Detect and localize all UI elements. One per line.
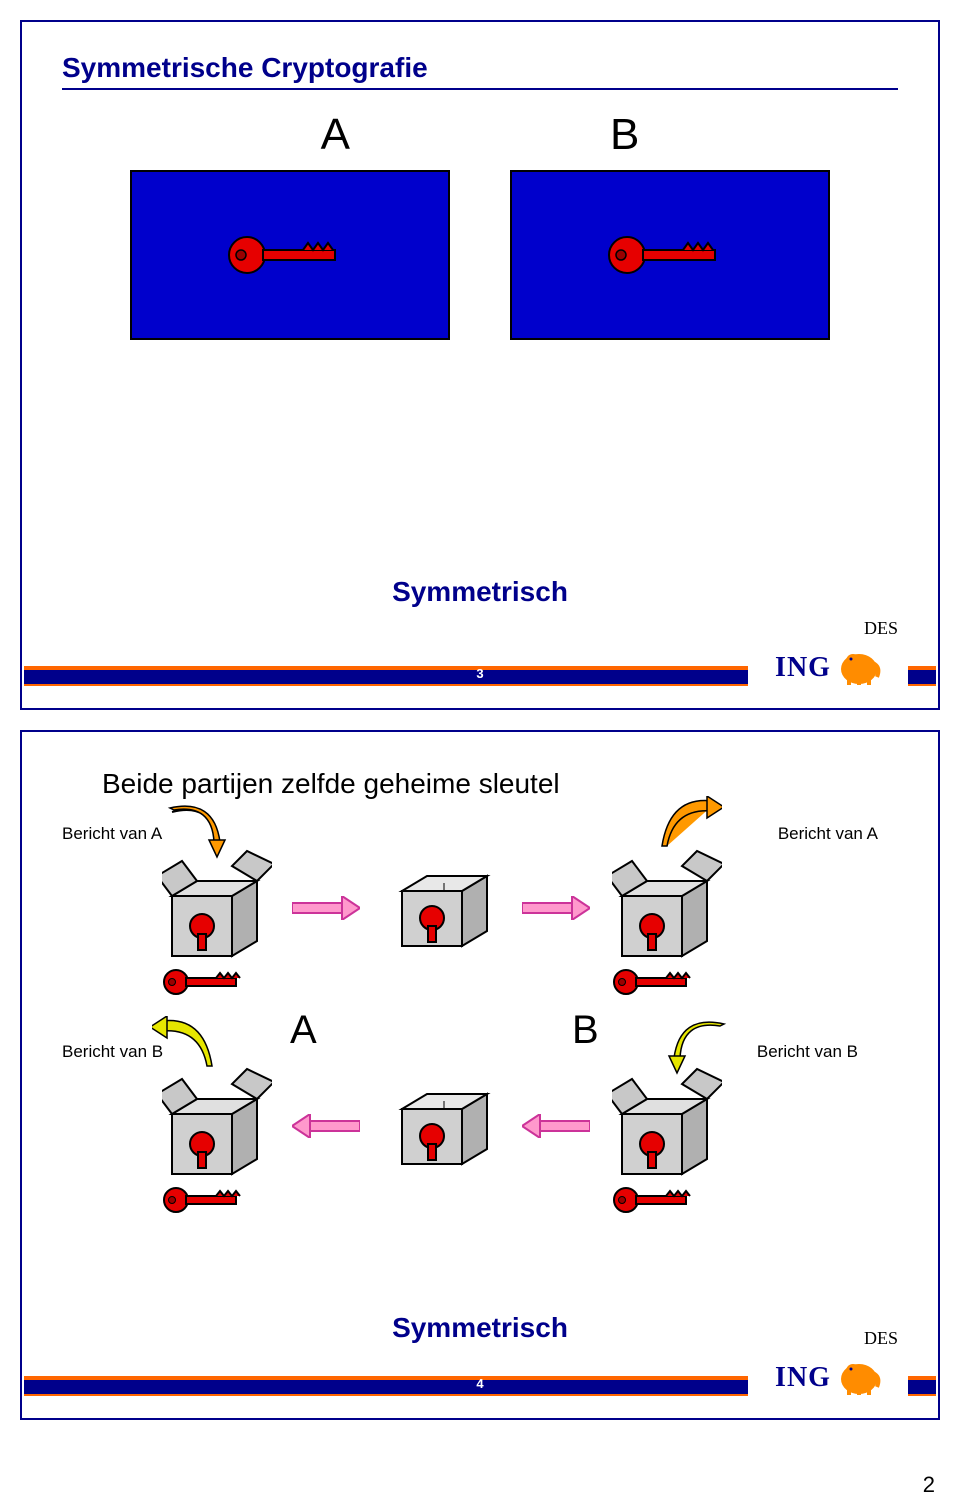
open-box-right-2 bbox=[612, 1064, 722, 1174]
arrow-left-icon bbox=[522, 1114, 590, 1138]
label-b: B bbox=[610, 110, 639, 160]
open-box-left bbox=[162, 846, 272, 956]
slide-2-subtitle: Symmetrisch bbox=[22, 1312, 938, 1344]
msg-b-right: Bericht van B bbox=[757, 1042, 858, 1062]
footer-band: DES 4 ING bbox=[22, 1356, 938, 1400]
closed-box-mid bbox=[392, 846, 502, 956]
label-a: A bbox=[321, 110, 350, 160]
key-panels-row bbox=[62, 170, 898, 340]
flow-row-b: Bericht van B Bericht van B A B bbox=[62, 1014, 898, 1204]
arrow-right-icon bbox=[522, 896, 590, 920]
key-b-row1 bbox=[612, 966, 702, 998]
panel-a bbox=[130, 170, 450, 340]
open-box-left-2 bbox=[162, 1064, 272, 1174]
page-number: 2 bbox=[923, 1472, 935, 1498]
key-icon bbox=[605, 230, 735, 280]
msg-a-left: Bericht van A bbox=[62, 824, 162, 844]
open-box-right bbox=[612, 846, 722, 956]
key-b-row2 bbox=[612, 1184, 702, 1216]
slide-1-content: Symmetrische Cryptografie A B bbox=[22, 22, 938, 708]
lion-icon bbox=[837, 1359, 881, 1397]
ing-logo: ING bbox=[748, 1350, 908, 1406]
slide-2-heading: Beide partijen zelfde geheime sleutel bbox=[102, 768, 898, 800]
ab-labels-row: A B bbox=[62, 110, 898, 160]
key-a-row2 bbox=[162, 1184, 252, 1216]
ing-logo-text: ING bbox=[775, 1362, 831, 1394]
slide-1-subtitle: Symmetrisch bbox=[22, 576, 938, 608]
algo-label: DES bbox=[864, 1328, 898, 1349]
slide-number: 3 bbox=[476, 666, 483, 681]
flow-row-a: Bericht van A Bericht van A bbox=[62, 806, 898, 996]
ing-logo-text: ING bbox=[775, 652, 831, 684]
slide-2: Beide partijen zelfde geheime sleutel Be… bbox=[20, 730, 940, 1420]
msg-b-left: Bericht van B bbox=[62, 1042, 163, 1062]
slide-1-title: Symmetrische Cryptografie bbox=[62, 52, 898, 90]
footer-band: DES 3 ING bbox=[22, 646, 938, 690]
arrow-left-icon bbox=[292, 1114, 360, 1138]
ing-logo: ING bbox=[748, 640, 908, 696]
key-a-row1 bbox=[162, 966, 252, 998]
lion-icon bbox=[837, 649, 881, 687]
key-icon bbox=[225, 230, 355, 280]
arrow-right-icon bbox=[292, 896, 360, 920]
big-label-b: B bbox=[572, 1008, 599, 1053]
slide-1: Symmetrische Cryptografie A B bbox=[20, 20, 940, 710]
closed-box-mid-2 bbox=[392, 1064, 502, 1174]
algo-label: DES bbox=[864, 618, 898, 639]
msg-a-right: Bericht van A bbox=[778, 824, 878, 844]
slide-2-content: Beide partijen zelfde geheime sleutel Be… bbox=[22, 732, 938, 1418]
slide-number: 4 bbox=[476, 1376, 483, 1391]
big-label-a: A bbox=[290, 1008, 317, 1053]
panel-b bbox=[510, 170, 830, 340]
